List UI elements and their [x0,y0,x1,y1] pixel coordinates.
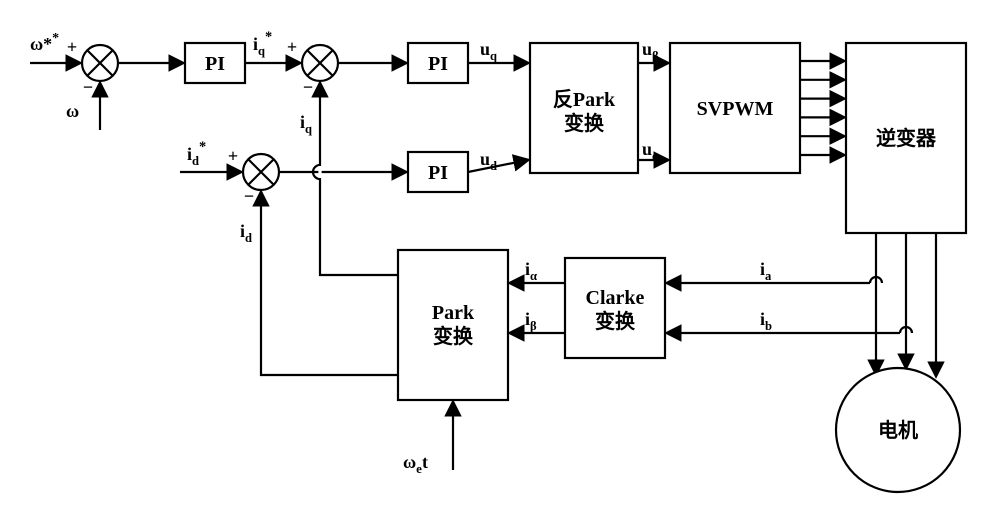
label-ia: ia [760,259,772,283]
label-ialpha: iα [525,259,537,283]
label-omega-e-t: ωet [403,452,428,476]
label-id-star: id* [187,139,206,168]
svg-text:uβ: uβ [642,39,659,63]
svg-text:iq: iq [300,112,312,136]
svg-text:id: id [240,221,252,245]
wire-iq-fb [320,83,398,275]
inverter-label: 逆变器 [876,126,937,150]
wire-ud [468,160,528,172]
svg-text:ωet: ωet [403,452,428,476]
wire-id-fb [261,192,398,375]
label: − [244,186,254,206]
pi1-label: PI [205,53,225,75]
svg-text:iβ: iβ [525,309,537,333]
svpwm-label: SVPWM [697,98,774,120]
summer-iq [302,45,338,81]
svg-text:ia: ia [760,259,772,283]
motor-label: 电机 [878,418,918,442]
label-omega: ω [66,101,79,121]
label: + [228,146,238,166]
ipark-label-1: 反Park [553,88,616,111]
pi2-label: PI [428,53,448,75]
summer-omega [82,45,118,81]
clarke-label-1: Clarke [586,287,645,309]
clarke-label-2: 变换 [595,309,636,333]
svg-text:uq: uq [480,39,497,63]
label-ibeta: iβ [525,309,537,333]
label: + [67,37,77,57]
label: − [83,77,93,97]
park-label-2: 变换 [433,324,474,348]
label-iq-star: iq* [253,29,272,58]
svg-text:iq*: iq* [253,29,272,58]
park-block [398,250,508,400]
block-diagram: PIPIPI反Park变换SVPWM逆变器Park变换Clarke变换电机+−+… [0,0,1000,519]
label-omega-star: ω** [30,31,59,54]
ipark-label-2: 变换 [564,111,605,135]
svg-text:ω: ω [66,101,79,121]
park-label-1: Park [432,302,475,324]
label-id: id [240,221,252,245]
svg-text:ib: ib [760,309,772,333]
label: + [287,37,297,57]
label-ubeta: uβ [642,39,659,63]
summer-id [243,154,279,190]
label-iq: iq [300,112,312,136]
svg-text:id*: id* [187,139,206,168]
label: − [303,77,313,97]
svg-text:ω**: ω** [30,31,59,54]
pi3-label: PI [428,162,448,184]
label-uq: uq [480,39,497,63]
label-ib: ib [760,309,772,333]
svg-text:iα: iα [525,259,537,283]
